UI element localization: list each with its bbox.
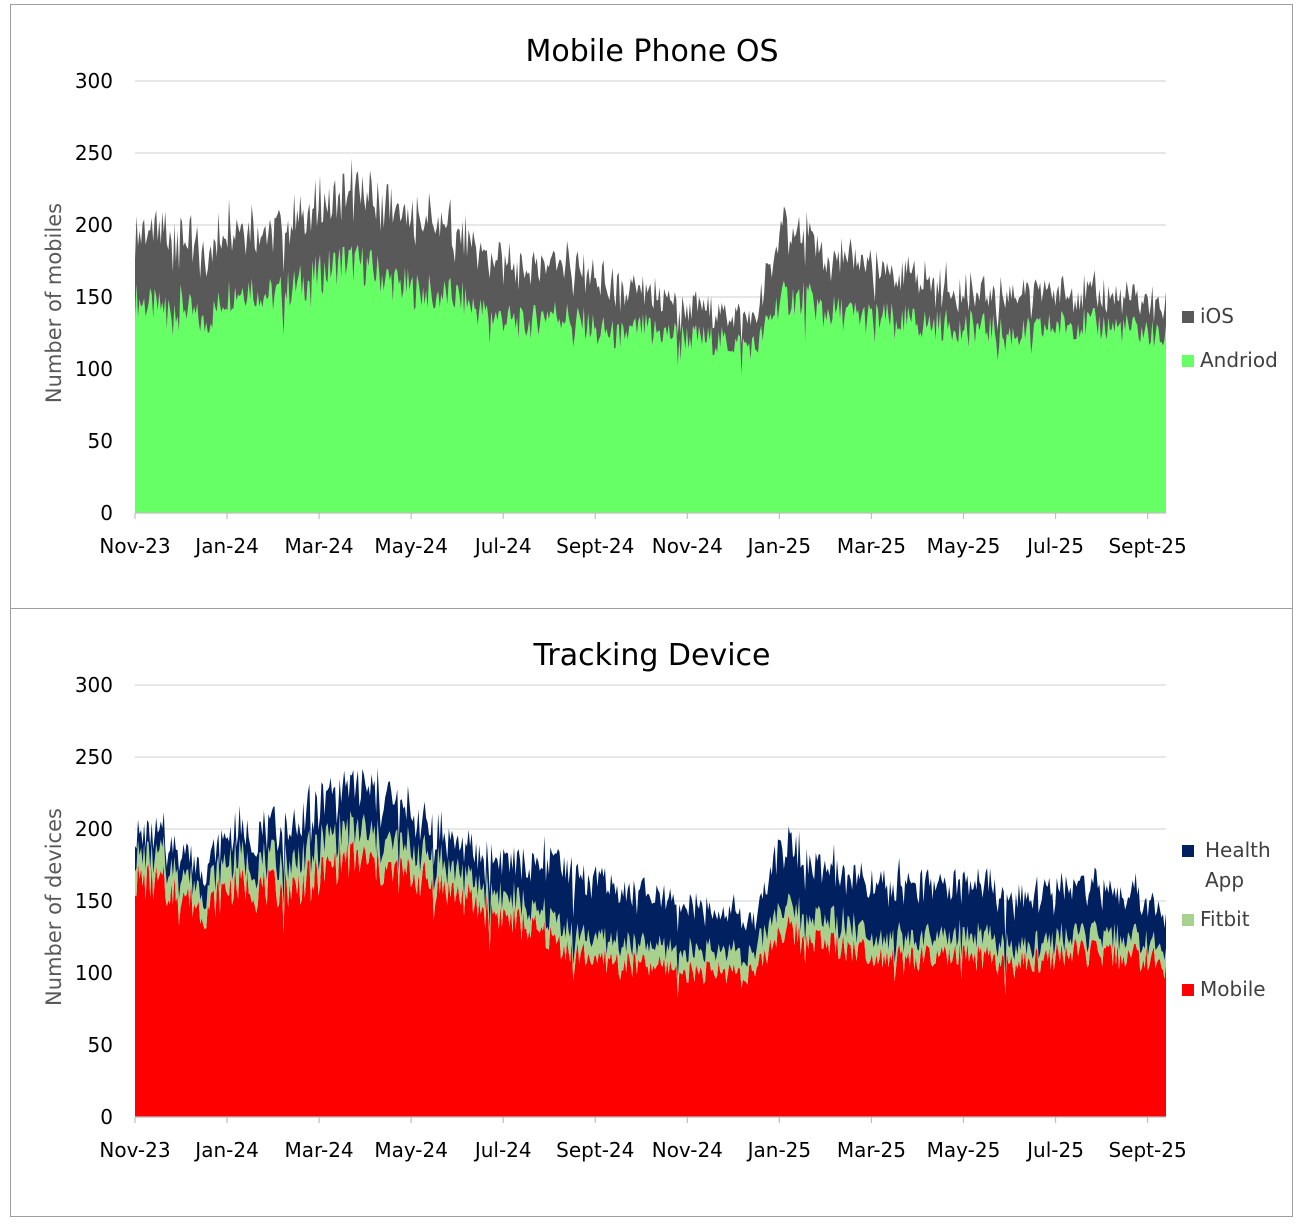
y-tick-label: 200 (75, 213, 113, 237)
y-tick-label: 250 (75, 745, 113, 769)
x-tick-label: Jan-25 (746, 1138, 812, 1162)
y-tick-label: 100 (75, 961, 113, 985)
area-series-health-app (135, 767, 1166, 981)
legend-swatch (1182, 355, 1194, 367)
legend-swatch (1182, 311, 1194, 323)
x-tick-label: Mar-24 (285, 1138, 354, 1162)
legend-label: App (1205, 868, 1244, 892)
area-series-fitbit (135, 810, 1166, 998)
y-axis-label: Number of mobiles (42, 203, 66, 403)
chart-panel-mobile-os: Mobile Phone OS Number of mobiles 0 50 100… (10, 4, 1293, 609)
x-tick-label: May-24 (374, 1138, 448, 1162)
x-tick-label: Jul-24 (473, 1138, 532, 1162)
x-tick-label: Sept-25 (1108, 534, 1186, 558)
x-tick-label: Nov-24 (652, 1138, 723, 1162)
x-tick-label: May-24 (374, 534, 448, 558)
y-tick-label: 50 (88, 1033, 113, 1057)
y-tick-label: 0 (100, 1105, 113, 1129)
x-tick-label: May-25 (927, 534, 1001, 558)
chart-panel-tracking-device: Tracking Device Number of devices 0 50 100… (10, 608, 1293, 1217)
y-tick-label: 300 (75, 673, 113, 697)
area-series-mobile (135, 837, 1166, 1117)
x-tick-label: Nov-23 (99, 534, 170, 558)
x-tick-label: Jan-24 (193, 534, 259, 558)
legend-label: Health (1205, 838, 1271, 862)
x-tick-label: Jul-25 (1025, 1138, 1084, 1162)
y-tick-label: 200 (75, 817, 113, 841)
chart-title: Mobile Phone OS (525, 34, 778, 69)
legend-swatch (1182, 914, 1194, 926)
legend-swatch (1182, 845, 1194, 857)
area-series-ios (135, 158, 1166, 376)
legend-label: Mobile (1200, 977, 1266, 1001)
legend-label: Fitbit (1200, 907, 1250, 931)
x-tick-label: May-25 (927, 1138, 1001, 1162)
x-tick-label: Jul-25 (1025, 534, 1084, 558)
mobile-os-chart: Mobile Phone OS Number of mobiles 0 50 100… (42, 34, 1278, 558)
tracking-device-chart: Tracking Device Number of devices 0 50 100… (42, 638, 1271, 1162)
legend-label: iOS (1200, 304, 1234, 328)
x-tick-label: Sept-25 (1108, 1138, 1186, 1162)
x-tick-label: Sept-24 (556, 1138, 634, 1162)
x-tick-label: Mar-25 (837, 1138, 906, 1162)
y-tick-label: 100 (75, 357, 113, 381)
y-axis-label: Number of devices (42, 808, 66, 1006)
legend-label: Andriod (1200, 348, 1278, 372)
x-tick-label: Mar-24 (285, 534, 354, 558)
y-tick-label: 150 (75, 285, 113, 309)
y-tick-label: 150 (75, 889, 113, 913)
y-tick-label: 250 (75, 141, 113, 165)
y-tick-label: 50 (88, 429, 113, 453)
x-tick-label: Nov-23 (99, 1138, 170, 1162)
y-tick-label: 0 (100, 501, 113, 525)
y-tick-label: 300 (75, 69, 113, 93)
x-tick-label: Jul-24 (473, 534, 532, 558)
x-tick-label: Jan-25 (746, 534, 812, 558)
area-series-andriod (135, 244, 1166, 513)
x-tick-label: Sept-24 (556, 534, 634, 558)
x-tick-label: Mar-25 (837, 534, 906, 558)
x-tick-label: Jan-24 (193, 1138, 259, 1162)
chart-title: Tracking Device (532, 638, 770, 673)
legend-swatch (1182, 984, 1194, 996)
x-tick-label: Nov-24 (652, 534, 723, 558)
